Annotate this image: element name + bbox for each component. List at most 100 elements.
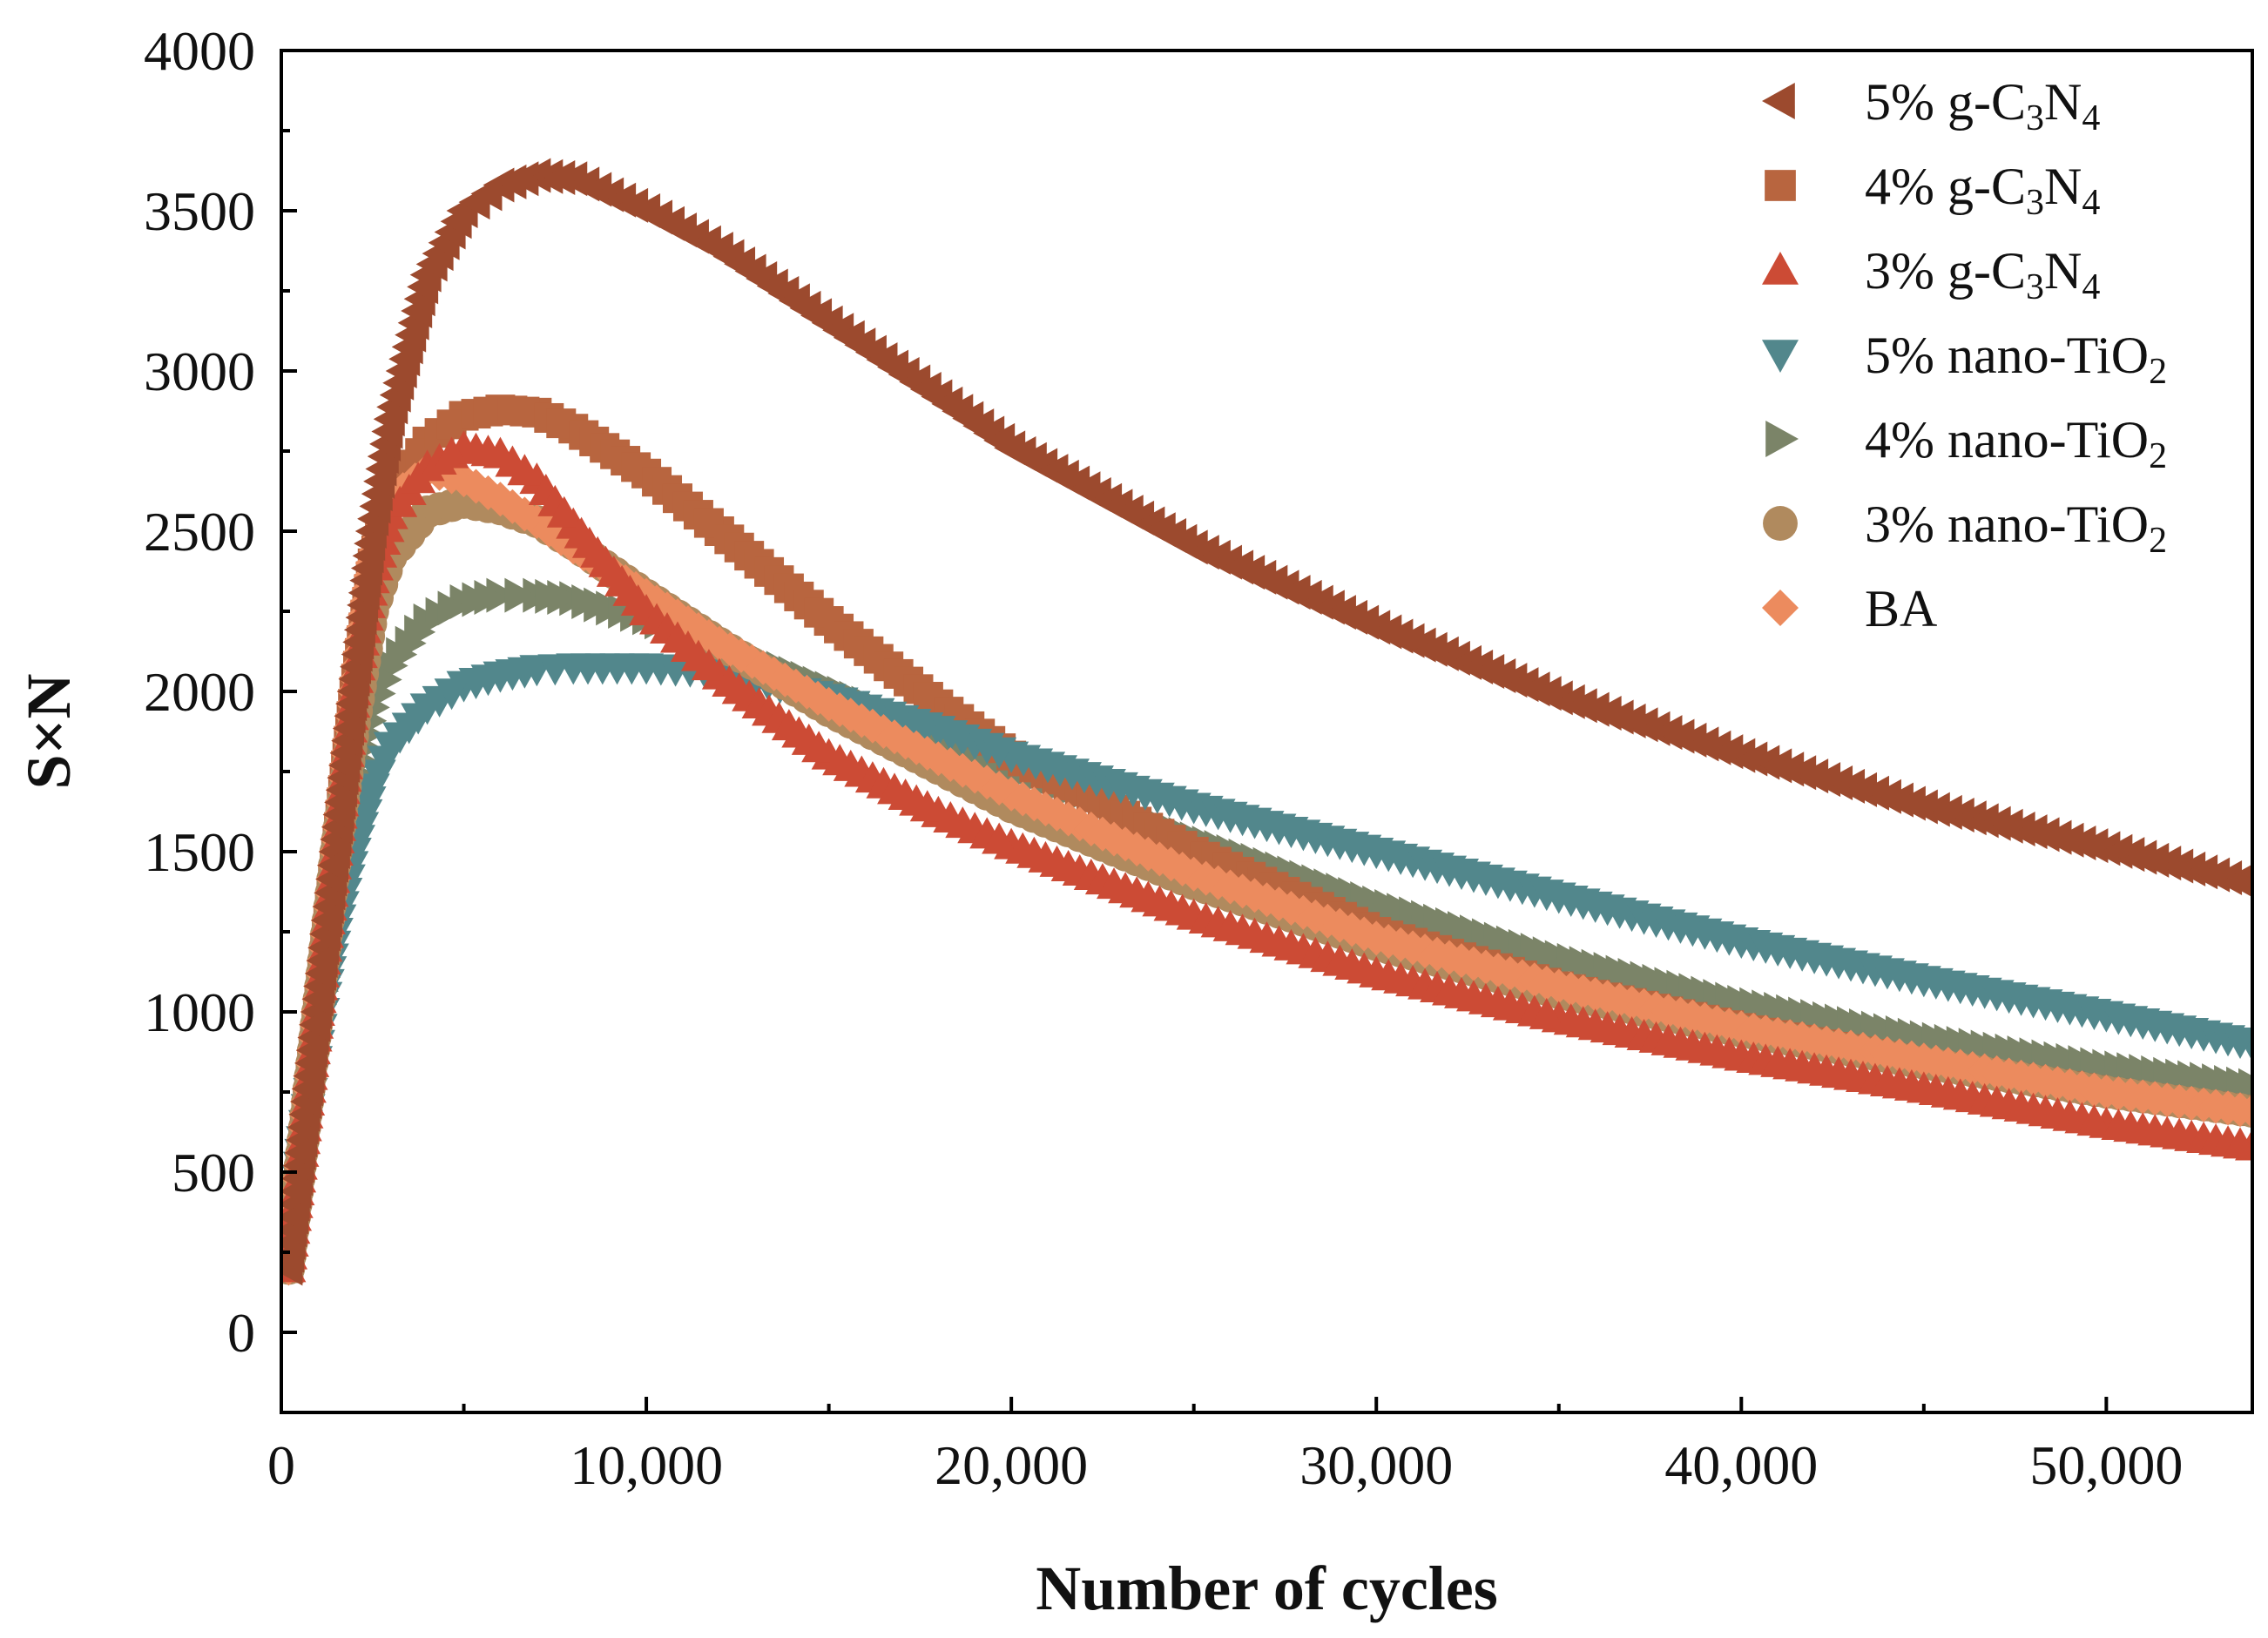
x-tick-label: 30,000 <box>1299 1434 1453 1496</box>
x-tick-label: 40,000 <box>1664 1434 1818 1496</box>
legend-marker <box>1762 252 1799 285</box>
data-marker <box>1164 893 1200 926</box>
data-marker <box>547 580 579 616</box>
x-tick-label: 0 <box>267 1434 295 1496</box>
data-marker <box>689 225 721 260</box>
y-tick-label: 3000 <box>144 340 255 402</box>
y-tick-label: 0 <box>227 1302 255 1364</box>
legend-label: 3% nano-TiO2 <box>1865 495 2167 561</box>
x-tick-label: 50,000 <box>2029 1434 2183 1496</box>
legend-item: 4% nano-TiO2 <box>1765 411 2167 476</box>
data-marker <box>317 847 349 883</box>
data-marker <box>1893 1068 1929 1101</box>
data-marker <box>2076 1072 2112 1108</box>
data-marker <box>367 745 402 778</box>
data-marker <box>537 654 573 686</box>
y-tick-label: 4000 <box>144 20 255 82</box>
data-marker <box>691 649 726 681</box>
data-marker <box>620 583 656 616</box>
data-marker <box>1532 936 1564 972</box>
data-marker <box>435 489 469 522</box>
data-marker <box>2223 1028 2252 1060</box>
data-marker <box>470 176 503 212</box>
data-marker <box>470 475 506 510</box>
data-marker <box>2223 1092 2252 1128</box>
data-marker <box>543 159 576 195</box>
data-marker <box>407 269 439 305</box>
y-tick-label: 2000 <box>144 661 255 723</box>
axes: 0 10,000 20,000 30,000 40,000 50,000 0 500 1000 1… <box>144 20 2254 1496</box>
data-marker <box>2076 828 2109 864</box>
series-5-nano-tio2 <box>281 653 2252 1286</box>
x-axis-title: Number of cycles <box>1036 1554 1498 1623</box>
data-marker <box>437 590 469 626</box>
legend: 5% g-C3N4 4% g-C3N4 3% g-C3N4 5% nano-TiO2 4… <box>1762 73 2167 637</box>
data-marker <box>306 943 338 979</box>
data-marker <box>335 686 368 722</box>
data-marker <box>507 496 543 532</box>
legend-item: 4% g-C3N4 <box>1765 158 2100 223</box>
legend-item: 5% g-C3N4 <box>1762 73 2100 138</box>
legend-label: 4% nano-TiO2 <box>1865 411 2167 476</box>
legend-marker <box>1762 340 1799 373</box>
legend-label: BA <box>1865 580 1937 637</box>
legend-item: 3% g-C3N4 <box>1762 242 2100 307</box>
data-marker <box>507 657 543 689</box>
data-marker <box>281 1199 309 1235</box>
legend-label: 4% g-C3N4 <box>1865 158 2100 223</box>
data-marker <box>2223 1127 2252 1159</box>
data-marker <box>470 664 506 697</box>
y-tick-label: 3500 <box>144 180 255 242</box>
x-tick-label: 20,000 <box>935 1434 1088 1496</box>
data-marker <box>507 454 543 486</box>
data-marker <box>1529 676 1562 711</box>
data-marker <box>1347 604 1380 640</box>
data-marker <box>1165 523 1198 559</box>
data-marker <box>2223 864 2252 898</box>
data-marker <box>982 822 1017 854</box>
data-marker <box>617 187 649 223</box>
legend-marker <box>1762 83 1795 119</box>
data-marker <box>1529 965 1564 1001</box>
data-marker <box>401 462 436 494</box>
data-marker <box>504 577 537 613</box>
legend-label: 5% g-C3N4 <box>1865 73 2100 138</box>
data-marker <box>1711 1036 1747 1068</box>
data-marker <box>1711 1008 1747 1043</box>
plot-area <box>281 158 2252 1286</box>
data-marker <box>1529 997 1564 1029</box>
data-marker <box>371 414 403 449</box>
data-marker <box>291 1071 323 1107</box>
y-axis-title: S×N <box>14 673 84 789</box>
x-tick-label: 10,000 <box>570 1434 723 1496</box>
legend-marker <box>1763 506 1798 541</box>
data-marker <box>801 731 837 763</box>
data-marker <box>401 703 436 735</box>
data-marker <box>470 435 506 467</box>
data-marker <box>983 422 1016 458</box>
legend-marker <box>1762 590 1799 626</box>
data-marker <box>507 161 539 197</box>
data-marker <box>909 371 942 407</box>
data-marker <box>546 495 582 528</box>
legend-item: 5% nano-TiO2 <box>1762 327 2167 392</box>
legend-marker <box>1765 170 1796 201</box>
data-marker <box>614 653 650 685</box>
data-marker <box>1893 785 1926 821</box>
y-tick-label: 2500 <box>144 501 255 563</box>
y-tick-label: 1000 <box>144 981 255 1043</box>
data-marker <box>404 614 436 650</box>
legend-label: 3% g-C3N4 <box>1865 242 2100 307</box>
legend-item: 3% nano-TiO2 <box>1763 495 2167 561</box>
data-marker <box>2076 1104 2112 1136</box>
data-marker <box>1893 1040 1929 1075</box>
data-marker <box>284 1135 316 1170</box>
data-marker <box>909 790 945 822</box>
plot-frame <box>280 49 2254 1414</box>
legend-marker <box>1765 421 1799 457</box>
data-marker <box>354 526 386 562</box>
data-marker <box>474 580 506 616</box>
data-marker <box>440 204 472 239</box>
data-marker <box>800 298 833 334</box>
